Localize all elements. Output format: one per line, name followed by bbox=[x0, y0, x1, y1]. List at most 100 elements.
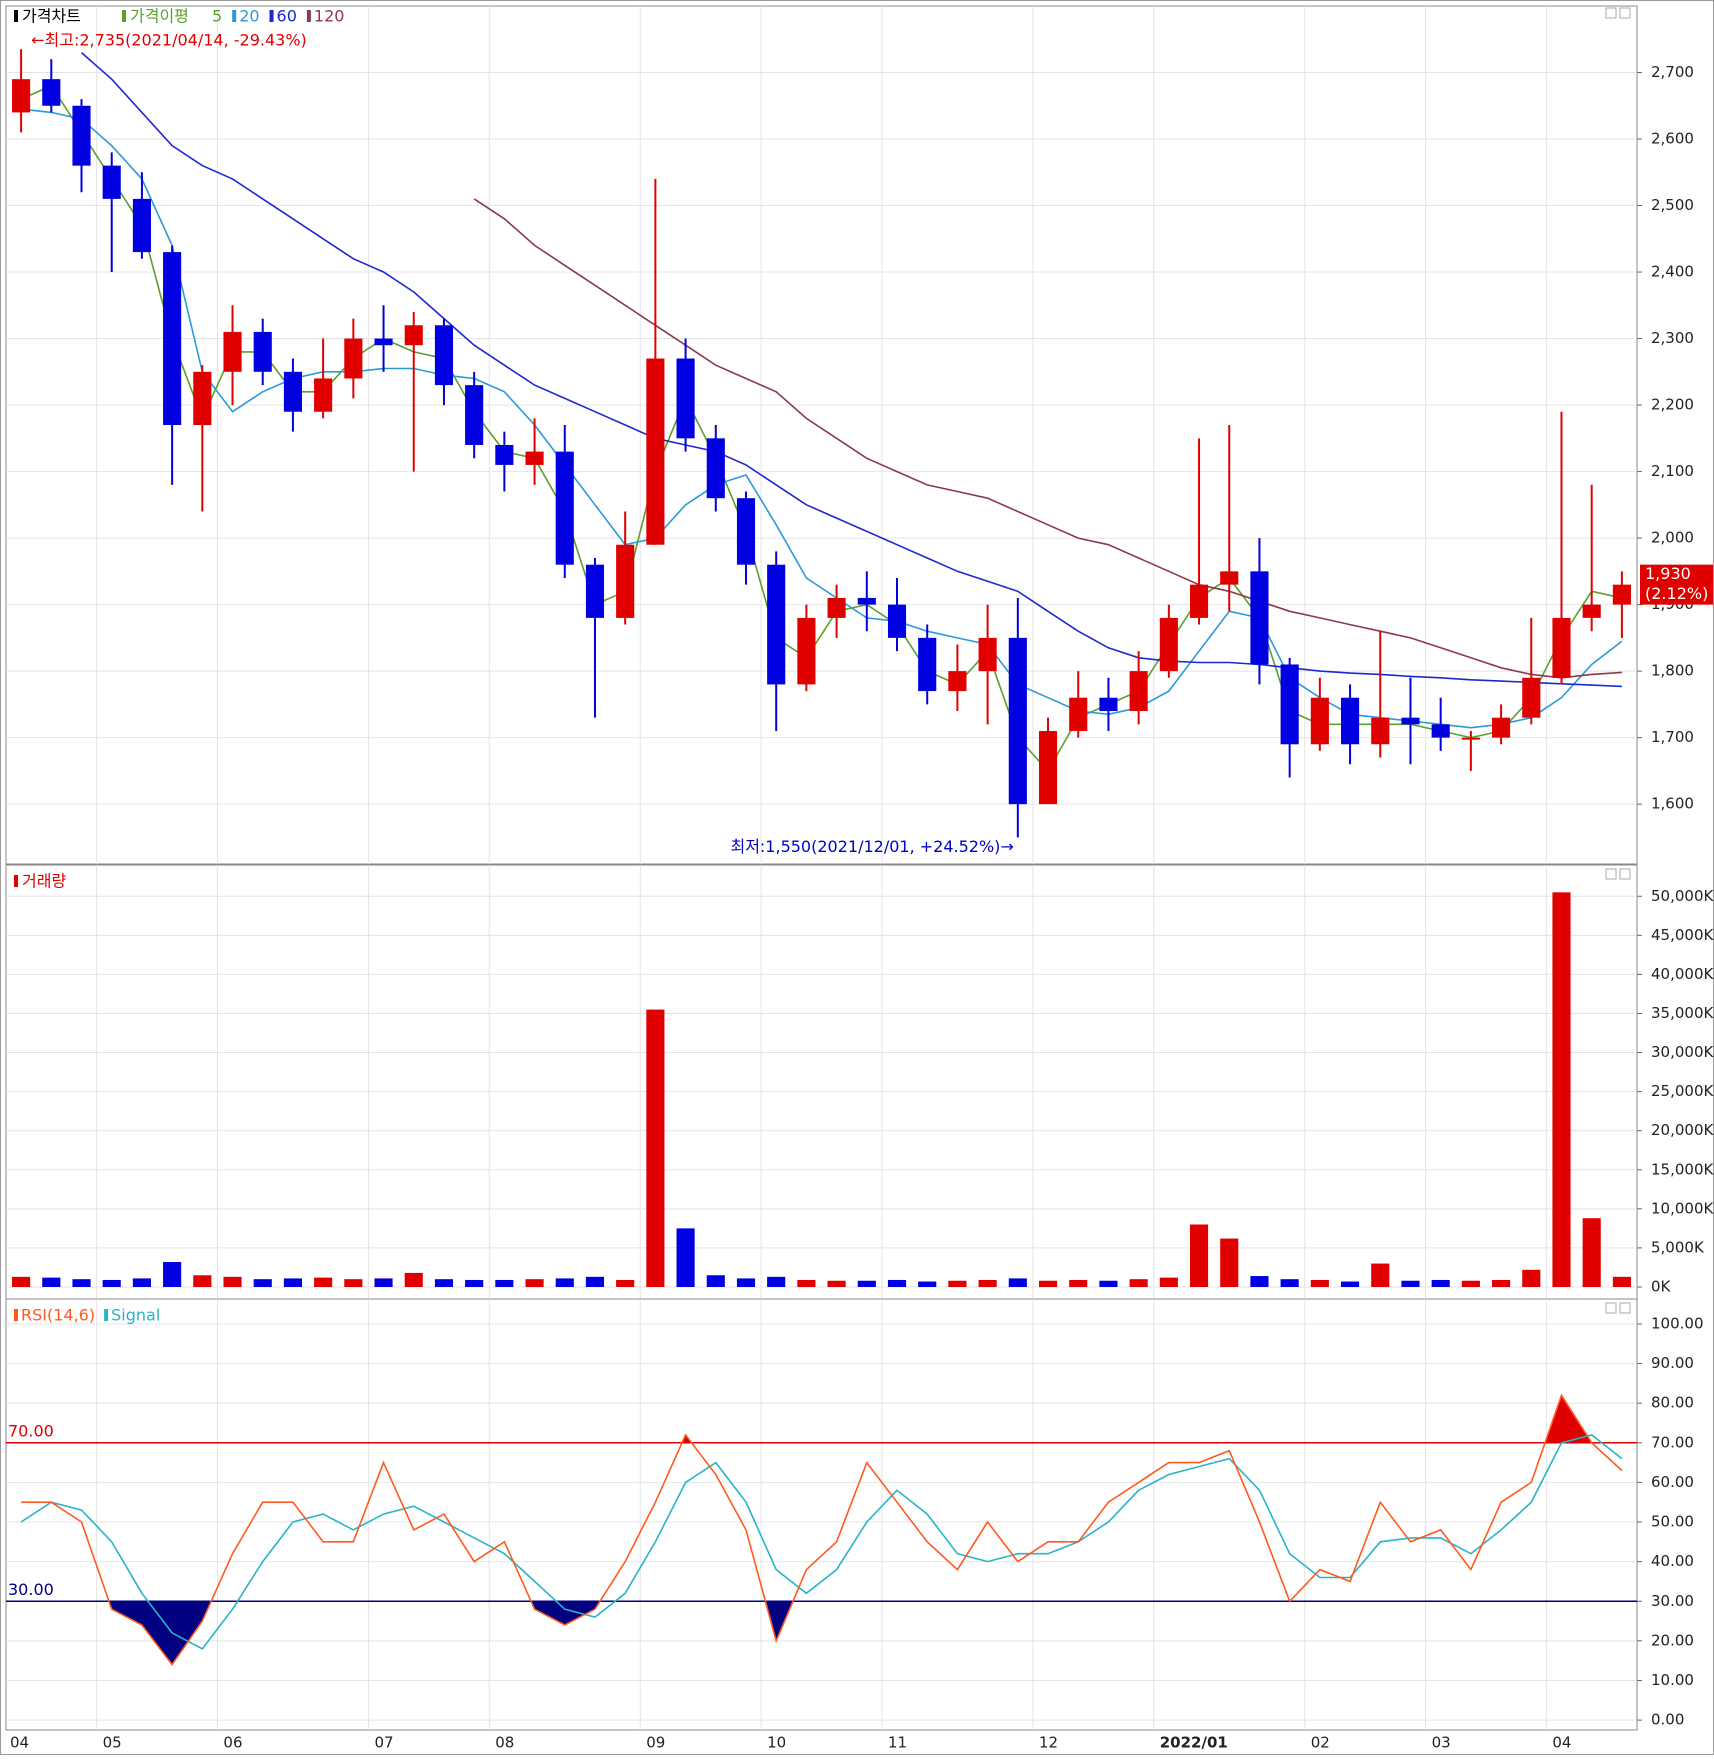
candle-body bbox=[706, 438, 725, 499]
volume-bar bbox=[434, 1279, 454, 1287]
volume-bar bbox=[1220, 1238, 1239, 1287]
candle-body bbox=[555, 451, 574, 565]
y-tick-label: 2,200 bbox=[1651, 396, 1694, 414]
y-tick-label: 10.00 bbox=[1651, 1671, 1694, 1689]
volume-bar bbox=[1582, 1218, 1601, 1287]
x-tick-label: 08 bbox=[495, 1734, 514, 1752]
volume-bar bbox=[253, 1279, 272, 1287]
y-tick-label: 40,000K bbox=[1651, 965, 1714, 983]
candle-body bbox=[495, 444, 514, 465]
legend-marker bbox=[14, 1309, 18, 1321]
candle-body bbox=[223, 331, 242, 372]
y-tick-label: 1,600 bbox=[1651, 795, 1694, 813]
volume-bar bbox=[193, 1275, 212, 1287]
legend-label: 5 bbox=[212, 7, 222, 26]
candle-body bbox=[1522, 677, 1541, 718]
last-price-box bbox=[1640, 564, 1713, 605]
volume-bar bbox=[1341, 1281, 1360, 1287]
volume-bar bbox=[163, 1261, 182, 1287]
last-price-label: 1,930 bbox=[1645, 564, 1691, 583]
y-tick-label: 45,000K bbox=[1651, 926, 1714, 944]
y-tick-label: 0.00 bbox=[1651, 1711, 1684, 1729]
legend-marker bbox=[232, 10, 237, 22]
volume-bar bbox=[555, 1278, 574, 1287]
y-tick-label: 35,000K bbox=[1651, 1004, 1714, 1022]
y-tick-label: 15,000K bbox=[1651, 1160, 1714, 1178]
candle-body bbox=[1341, 697, 1360, 745]
y-tick-label: 80.00 bbox=[1651, 1394, 1694, 1412]
candle-body bbox=[163, 252, 182, 426]
chart-title: 가격차트 bbox=[22, 7, 81, 26]
candle-body bbox=[585, 564, 605, 618]
candle-body bbox=[1371, 717, 1390, 745]
volume-bar bbox=[948, 1280, 967, 1287]
candle-body bbox=[12, 79, 31, 113]
volume-bar bbox=[797, 1279, 816, 1287]
y-tick-label: 25,000K bbox=[1651, 1082, 1714, 1100]
y-tick-label: 2,100 bbox=[1651, 462, 1694, 480]
volume-bar bbox=[887, 1279, 907, 1287]
volume-bar bbox=[374, 1278, 393, 1287]
y-tick-label: 2,500 bbox=[1651, 196, 1694, 214]
legend-marker bbox=[269, 10, 274, 22]
candle-body bbox=[827, 597, 846, 618]
volume-bar bbox=[1069, 1279, 1088, 1287]
candle-body bbox=[253, 331, 272, 372]
annotation: ←최고:2,735(2021/04/14, -29.43%) bbox=[31, 31, 307, 50]
candle-body bbox=[314, 378, 333, 412]
legend-label: RSI(14,6) bbox=[21, 1306, 95, 1325]
volume-bar bbox=[132, 1278, 151, 1287]
candle-body bbox=[767, 564, 786, 685]
legend-label: 60 bbox=[277, 7, 297, 26]
legend-label: Signal bbox=[111, 1306, 160, 1325]
legend-marker bbox=[14, 10, 18, 22]
candle-body bbox=[1099, 697, 1118, 712]
volume-bar bbox=[42, 1277, 61, 1287]
candle-body bbox=[918, 637, 937, 692]
legend-marker bbox=[306, 10, 311, 22]
volume-bar bbox=[102, 1279, 121, 1287]
volume-bar bbox=[1401, 1280, 1420, 1287]
candle-body bbox=[72, 105, 91, 166]
candle-body bbox=[1220, 571, 1239, 585]
candle-body bbox=[1552, 617, 1571, 678]
volume-bar bbox=[1038, 1280, 1058, 1287]
candle-body bbox=[434, 325, 454, 386]
volume-bar bbox=[525, 1279, 544, 1287]
volume-bar bbox=[1008, 1278, 1027, 1287]
volume-bar bbox=[1280, 1279, 1299, 1287]
candle-body bbox=[676, 358, 695, 439]
volume-bar bbox=[857, 1280, 876, 1287]
volume-bar bbox=[646, 1009, 665, 1287]
y-tick-label: 2,600 bbox=[1651, 130, 1694, 148]
candle-body bbox=[1250, 571, 1269, 665]
volume-bar bbox=[736, 1278, 756, 1287]
volume-bar bbox=[767, 1276, 786, 1287]
rsi-line bbox=[21, 1393, 1623, 1666]
volume-bar bbox=[465, 1279, 484, 1287]
candle-body bbox=[978, 637, 997, 672]
candle-body bbox=[1038, 730, 1058, 805]
volume-bar bbox=[1552, 892, 1571, 1287]
panel-frame bbox=[5, 1298, 1638, 1731]
candle-body bbox=[283, 371, 302, 412]
candle-body bbox=[465, 385, 484, 445]
y-tick-label: 2,300 bbox=[1651, 329, 1694, 347]
y-tick-label: 1,700 bbox=[1651, 728, 1694, 746]
y-tick-label: 20,000K bbox=[1651, 1121, 1714, 1139]
y-tick-label: 60.00 bbox=[1651, 1473, 1694, 1491]
candle-body bbox=[1612, 584, 1631, 605]
x-tick-label: 04 bbox=[1552, 1734, 1571, 1752]
x-tick-label: 12 bbox=[1039, 1734, 1058, 1752]
volume-bar bbox=[585, 1276, 605, 1287]
candle-body bbox=[887, 604, 907, 638]
level-label: 70.00 bbox=[8, 1421, 54, 1440]
volume-bar bbox=[827, 1280, 846, 1287]
x-tick-label: 04 bbox=[10, 1734, 29, 1752]
x-tick-label: 09 bbox=[646, 1734, 665, 1752]
volume-bar bbox=[1310, 1279, 1329, 1287]
y-tick-label: 30.00 bbox=[1651, 1592, 1694, 1610]
volume-bar bbox=[1612, 1276, 1631, 1287]
